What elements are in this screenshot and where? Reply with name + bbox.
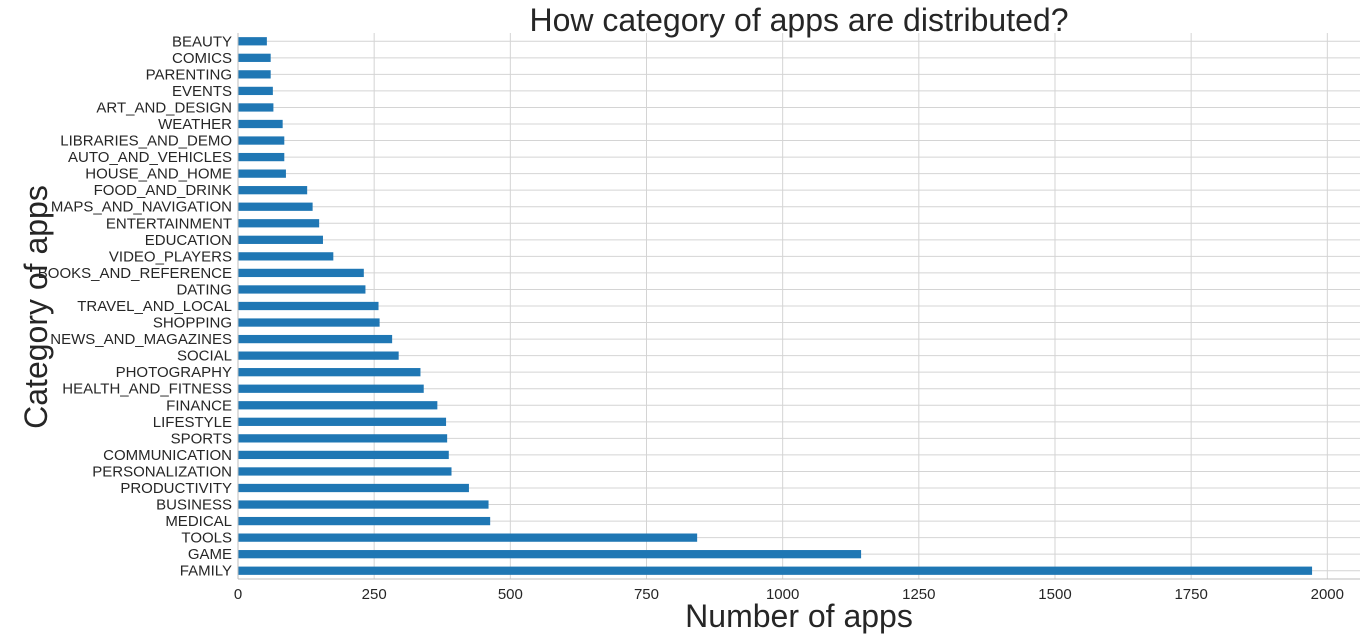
x-tick-label: 1250 — [902, 586, 935, 603]
x-tick-label: 0 — [234, 586, 242, 603]
y-axis-label: Category of apps — [18, 185, 54, 429]
y-tick-label: FAMILY — [180, 563, 232, 580]
bars — [238, 37, 1313, 575]
bar — [238, 483, 469, 493]
bar — [238, 136, 285, 145]
y-tick-label: BUSINESS — [156, 497, 232, 514]
y-tick-label: NEWS_AND_MAGAZINES — [50, 331, 232, 348]
y-tick-label: HEALTH_AND_FITNESS — [62, 381, 232, 398]
bar — [238, 285, 366, 294]
y-tick-label: BOOKS_AND_REFERENCE — [38, 265, 232, 282]
y-tick-label: COMICS — [172, 50, 232, 67]
y-tick-label: ART_AND_DESIGN — [96, 99, 232, 116]
y-tick-label: AUTO_AND_VEHICLES — [68, 149, 232, 166]
x-tick-labels: 0 250 500 750 1000 1250 1500 1750 2000 — [234, 586, 1344, 603]
bar — [238, 334, 393, 344]
bar — [238, 86, 273, 96]
y-tick-label: COMMUNICATION — [103, 447, 232, 464]
bar — [238, 53, 271, 62]
bar — [238, 252, 334, 261]
bar — [238, 318, 380, 327]
y-tick-label: EVENTS — [172, 83, 232, 100]
y-tick-label: SHOPPING — [153, 315, 232, 332]
bar — [238, 202, 313, 211]
y-tick-label: LIBRARIES_AND_DEMO — [60, 133, 232, 150]
bar — [238, 384, 424, 393]
y-tick-label: TOOLS — [181, 530, 232, 547]
y-tick-label: PHOTOGRAPHY — [116, 364, 232, 381]
y-tick-label: GAME — [188, 546, 232, 563]
y-tick-label: BEAUTY — [172, 33, 232, 50]
bar — [238, 268, 364, 278]
bar — [238, 119, 283, 129]
bar — [238, 152, 285, 162]
y-tick-label: VIDEO_PLAYERS — [109, 248, 232, 265]
bar — [238, 516, 491, 526]
y-tick-label: EDUCATION — [145, 232, 232, 249]
y-tick-labels: FAMILYGAMETOOLSMEDICALBUSINESSPRODUCTIVI… — [38, 33, 232, 579]
bar — [238, 186, 308, 195]
y-tick-label: LIFESTYLE — [153, 414, 232, 431]
bar — [238, 235, 323, 244]
bar — [238, 37, 267, 46]
y-tick-label: TRAVEL_AND_LOCAL — [77, 298, 232, 315]
x-tick-label: 1500 — [1038, 586, 1071, 603]
x-tick-label: 250 — [362, 586, 387, 603]
bar — [238, 417, 447, 426]
y-tick-label: PRODUCTIVITY — [120, 480, 232, 497]
bar — [238, 533, 698, 542]
y-tick-label: DATING — [176, 281, 232, 298]
bar — [238, 401, 438, 410]
y-tick-label: PERSONALIZATION — [92, 463, 232, 480]
bar — [238, 103, 274, 112]
x-tick-label: 750 — [634, 586, 659, 603]
y-tick-label: FINANCE — [166, 397, 232, 414]
bar — [238, 450, 449, 460]
y-tick-label: MEDICAL — [165, 513, 232, 530]
x-tick-label: 1750 — [1174, 586, 1207, 603]
y-tick-label: ENTERTAINMENT — [106, 215, 232, 232]
y-tick-label: FOOD_AND_DRINK — [94, 182, 232, 199]
y-tick-label: HOUSE_AND_HOME — [85, 166, 232, 183]
bar — [238, 301, 379, 311]
bar — [238, 566, 1313, 575]
y-tick-label: SPORTS — [171, 430, 232, 447]
y-tick-label: PARENTING — [146, 66, 232, 83]
y-tick-label: SOCIAL — [177, 348, 232, 365]
bar — [238, 467, 452, 476]
y-tick-label: MAPS_AND_NAVIGATION — [51, 199, 232, 216]
x-tick-label: 1000 — [766, 586, 799, 603]
bar — [238, 434, 448, 443]
x-tick-label: 2000 — [1311, 586, 1344, 603]
chart-title: How category of apps are distributed? — [530, 2, 1069, 38]
y-tick-label: WEATHER — [158, 116, 232, 133]
bar — [238, 550, 862, 559]
x-tick-label: 500 — [498, 586, 523, 603]
x-axis-label: Number of apps — [685, 598, 913, 634]
bar — [238, 70, 271, 79]
axis-spines — [237, 33, 1360, 580]
bar — [238, 219, 320, 228]
bar — [238, 500, 489, 509]
bar — [238, 169, 286, 178]
grid-lines — [237, 33, 1360, 579]
bar — [238, 351, 399, 360]
bar — [238, 368, 421, 377]
